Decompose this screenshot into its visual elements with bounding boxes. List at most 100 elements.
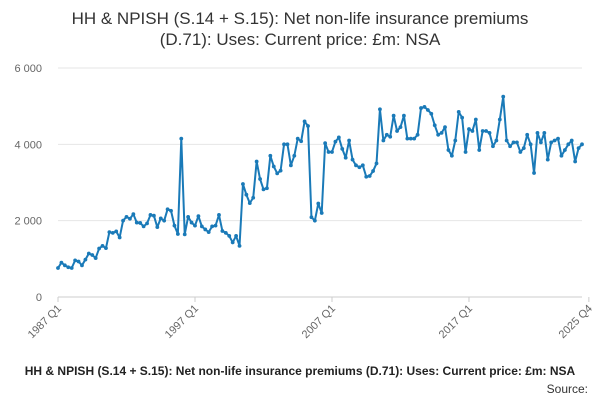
data-point: [501, 94, 506, 99]
data-point: [405, 136, 410, 141]
data-point: [439, 130, 444, 135]
data-point: [234, 234, 238, 238]
data-point: [460, 115, 465, 120]
data-point: [128, 216, 132, 221]
data-point: [449, 153, 454, 158]
data-point: [391, 113, 396, 118]
data-point: [196, 214, 201, 218]
data-point: [97, 246, 101, 251]
data-point: [511, 140, 516, 145]
data-point: [374, 161, 379, 166]
chart-title-line-2: (D.71): Uses: Current price: £m: NSA: [159, 30, 441, 49]
data-point: [336, 135, 341, 140]
data-point: [206, 230, 211, 235]
data-point: [562, 148, 567, 152]
data-point: [230, 240, 235, 245]
data-point: [138, 221, 143, 225]
series-group: [56, 94, 584, 270]
data-point: [539, 140, 543, 145]
data-point: [381, 138, 386, 143]
data-point: [312, 218, 317, 223]
data-point: [456, 109, 461, 114]
data-point: [182, 232, 187, 237]
data-point: [350, 157, 355, 162]
data-point: [473, 117, 478, 122]
data-point: [316, 201, 321, 206]
data-point: [227, 234, 232, 238]
y-tick-label: 6 000: [14, 63, 42, 75]
data-point: [515, 140, 519, 145]
data-point: [494, 138, 499, 143]
data-point: [319, 211, 324, 215]
data-point: [69, 266, 74, 270]
series-line: [57, 95, 583, 269]
data-point: [121, 218, 125, 223]
data-point: [278, 168, 283, 173]
data-point: [542, 130, 547, 135]
data-point: [179, 136, 184, 141]
data-point: [525, 132, 530, 137]
data-point: [330, 150, 334, 154]
data-point: [124, 214, 129, 219]
data-point: [566, 142, 571, 147]
data-point: [104, 246, 108, 251]
data-point: [155, 225, 160, 230]
x-tick-label: 2017 Q1: [437, 303, 475, 341]
data-point: [419, 106, 423, 110]
data-point: [559, 153, 564, 158]
data-point: [357, 165, 362, 170]
data-point: [247, 201, 252, 206]
data-point: [268, 153, 273, 158]
data-point: [299, 139, 304, 144]
data-point: [545, 157, 550, 162]
data-point: [66, 265, 71, 270]
data-point: [275, 171, 280, 176]
data-point: [285, 142, 290, 147]
axes: 0 2 000 4 000 6 000 1987 Q1 1997 Q1 2007 Q1 201…: [14, 63, 595, 341]
data-point: [443, 125, 447, 130]
data-point: [364, 174, 369, 179]
data-point: [535, 130, 540, 135]
data-point: [158, 216, 163, 221]
data-point: [491, 144, 495, 149]
data-point: [162, 218, 167, 223]
data-point: [282, 142, 286, 147]
data-point: [580, 142, 584, 147]
data-point: [83, 257, 88, 262]
data-point: [172, 223, 177, 228]
data-point: [203, 227, 208, 232]
data-point: [484, 129, 488, 133]
data-point: [340, 147, 345, 151]
data-point: [395, 129, 399, 133]
data-point: [573, 159, 578, 164]
data-point: [244, 192, 249, 197]
data-point: [367, 174, 372, 178]
data-point: [152, 213, 156, 218]
x-tick-label: 2025 Q4: [557, 303, 595, 341]
x-tick-label: 1987 Q1: [26, 303, 64, 341]
data-point: [576, 146, 581, 151]
data-point: [446, 148, 451, 152]
data-point: [169, 208, 173, 213]
data-point: [497, 117, 502, 122]
chart-title: HH & NPISH (S.14 + S.15): Net non-life i…: [0, 8, 600, 50]
data-point: [134, 220, 139, 225]
data-point: [477, 148, 482, 152]
data-point: [425, 108, 430, 112]
data-point: [309, 215, 314, 220]
source-label: Source:: [546, 382, 588, 396]
data-point: [480, 129, 485, 133]
data-point: [175, 232, 180, 236]
data-point: [453, 138, 458, 143]
data-point: [487, 130, 492, 135]
data-point: [384, 132, 389, 137]
y-tick-label: 0: [36, 292, 42, 304]
data-point: [189, 220, 194, 225]
data-point: [271, 164, 276, 169]
data-point: [398, 125, 403, 130]
data-point: [436, 132, 441, 137]
data-point: [165, 207, 170, 212]
data-point: [518, 150, 523, 154]
x-tick-label: 2007 Q1: [300, 303, 338, 341]
